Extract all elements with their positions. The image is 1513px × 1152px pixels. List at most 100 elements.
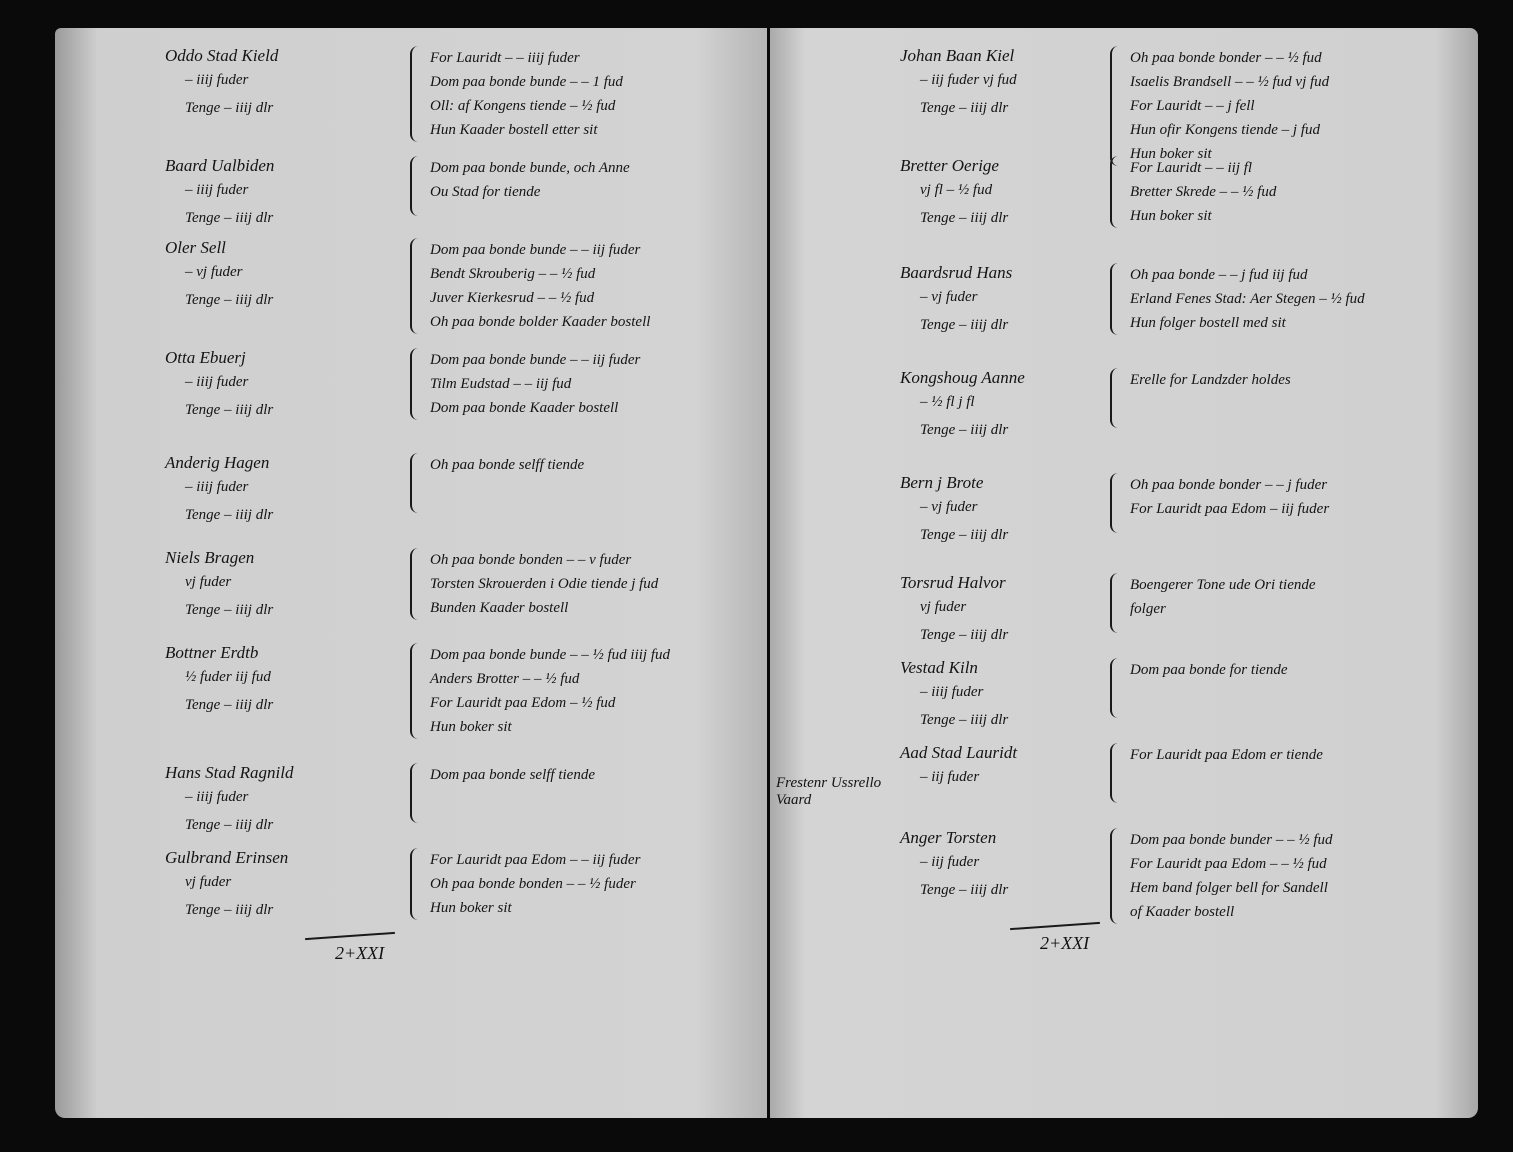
entry-line: – iiij fuder [920,684,984,700]
entry-line: – iij fuder [920,854,980,870]
entry-note: For Lauridt paa Edom – iij fuder [1130,501,1330,517]
entry-line: Tenge – iiij dlr [185,292,274,308]
brace [410,763,420,823]
brace [410,46,420,142]
entry-line: Tenge – iiij dlr [185,507,274,523]
entry-note: Bunden Kaader bostell [430,600,569,616]
brace [1110,573,1120,633]
left-page: Oddo Stad Kield – iiij fuder Tenge – iiij … [55,28,767,1118]
entry-note: Hem band folger bell for Sandell [1130,880,1328,896]
entry-name: Baard Ualbiden [165,156,275,175]
entry-note: Oh paa bonde bonden – – v fuder [430,552,632,568]
entry-line: – iij fuder [920,769,980,785]
entry-note: Oh paa bonde bonder – – ½ fud [1130,50,1322,66]
entry-note: of Kaader bostell [1130,904,1235,920]
entry-line: Tenge – iiij dlr [920,527,1009,543]
entry-line: vj fuder [185,574,232,590]
entry-name: Hans Stad Ragnild [165,763,294,782]
entry-note: Oh paa bonde selff tiende [430,457,585,473]
rule [305,931,395,941]
entry-note: Bretter Skrede – – ½ fud [1130,184,1277,200]
entry-note: Erland Fenes Stad: Aer Stegen – ½ fud [1130,291,1365,307]
entry-name: Bottner Erdtb [165,643,259,662]
entry-name: Anderig Hagen [165,453,270,472]
entry-line: Tenge – iiij dlr [185,817,274,833]
entry-line: Tenge – iiij dlr [920,712,1009,728]
entry-note: Oh paa bonde – – j fud iij fud [1130,267,1308,283]
entry-line: Tenge – iiij dlr [920,317,1009,333]
brace [410,848,420,920]
entry-note: Dom paa bonde bunde – – iij fuder [430,242,641,258]
brace [1110,473,1120,533]
brace [1110,828,1120,924]
entry-name: Gulbrand Erinsen [165,848,289,867]
entry-note: Oh paa bonde bonder – – j fuder [1130,477,1328,493]
entry-note: Dom paa bonde bunde – – iij fuder [430,352,641,368]
entry-note: Dom paa bonde selff tiende [430,767,595,783]
entry-note: Hun boker sit [1130,146,1212,162]
brace [1110,658,1120,718]
entry-note: Hun boker sit [430,900,512,916]
entry-note: Tilm Eudstad – – iij fud [430,376,572,392]
entry-note: For Lauridt paa Edom – ½ fud [430,695,616,711]
entry-note: Oh paa bonde bolder Kaader bostell [430,314,651,330]
entry-note: Erelle for Landzder holdes [1130,372,1291,388]
brace [1110,368,1120,428]
right-page: Johan Baan Kiel – iij fuder vj fud Tenge –… [770,28,1478,1118]
brace [410,548,420,620]
entry-line: – vj fuder [920,289,978,305]
entry-line: – vj fuder [185,264,243,280]
entry-line: Tenge – iiij dlr [920,627,1009,643]
brace [1110,46,1120,166]
entry-note: Dom paa bonde bunde – – 1 fud [430,74,623,90]
entry-line: Tenge – iiij dlr [185,100,274,116]
rule [1010,921,1100,931]
entry-line: – vj fuder [920,499,978,515]
entry-note: For Lauridt – – iiij fuder [430,50,580,66]
entry-line: – iiij fuder [185,789,249,805]
entry-name: Oler Sell [165,238,226,257]
brace [410,643,420,739]
entry-line: – iiij fuder [185,374,249,390]
entry-name: Anger Torsten [900,828,997,847]
brace [410,156,420,216]
entry-line: Tenge – iiij dlr [920,210,1009,226]
entry-name: Torsrud Halvor [900,573,1006,592]
entry-name: Aad Stad Lauridt [900,743,1018,762]
entry-note: Dom paa bonde bunde – – ½ fud iiij fud [430,647,670,663]
entry-note: Juver Kierkesrud – – ½ fud [430,290,595,306]
entry-name: Otta Ebuerj [165,348,246,367]
entry-line: vj fuder [185,874,232,890]
entry-note: Hun boker sit [1130,208,1212,224]
entry-line: – iij fuder vj fud [920,72,1017,88]
entry-note: For Lauridt paa Edom – – iij fuder [430,852,641,868]
entry-line: Tenge – iiij dlr [185,210,274,226]
entry-name: Kongshoug Aanne [900,368,1025,387]
entry-note: Dom paa bonde bunde, och Anne [430,160,630,176]
entry-line: vj fuder [920,599,967,615]
entry-note: Hun Kaader bostell etter sit [430,122,598,138]
entry-line: vj fl – ½ fud [920,182,993,198]
entry-line: Tenge – iiij dlr [920,422,1009,438]
brace [1110,156,1120,228]
entry-note: Oh paa bonde bonden – – ½ fuder [430,876,636,892]
brace [410,453,420,513]
entry-note: For Lauridt – – j fell [1130,98,1255,114]
entry-name: Johan Baan Kiel [900,46,1015,65]
entry-line: Tenge – iiij dlr [920,882,1009,898]
brace [410,238,420,334]
entry-line: Tenge – iiij dlr [185,902,274,918]
brace [1110,263,1120,335]
entry-line: – iiij fuder [185,479,249,495]
entry-line: Tenge – iiij dlr [185,402,274,418]
entry-note: For Lauridt paa Edom – – ½ fud [1130,856,1327,872]
entry-name: Oddo Stad Kield [165,46,279,65]
entry-note: Isaelis Brandsell – – ½ fud vj fud [1130,74,1330,90]
entry-line: Tenge – iiij dlr [920,100,1009,116]
entry-note: folger [1130,601,1166,617]
entry-note: For Lauridt paa Edom er tiende [1130,747,1323,763]
entry-name: Bern j Brote [900,473,984,492]
entry-name: Vestad Kiln [900,658,978,677]
entry-name: Bretter Oerige [900,156,999,175]
entry-note: Torsten Skrouerden i Odie tiende j fud [430,576,659,592]
